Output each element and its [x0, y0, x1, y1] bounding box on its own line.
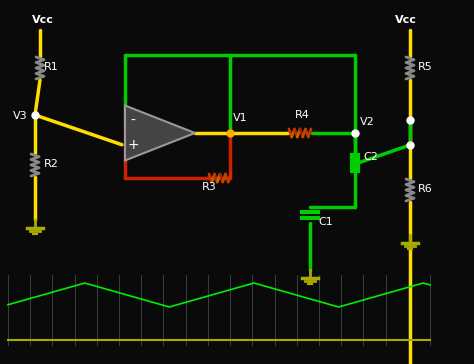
Text: C2: C2: [363, 152, 378, 162]
Polygon shape: [125, 106, 195, 161]
Text: Vcc: Vcc: [32, 15, 54, 25]
Text: -: -: [130, 114, 136, 128]
Text: R3: R3: [202, 182, 217, 192]
Text: C1: C1: [318, 217, 333, 227]
Text: V2: V2: [360, 117, 375, 127]
Text: R5: R5: [418, 62, 433, 72]
Text: R2: R2: [44, 159, 59, 169]
Text: +: +: [127, 138, 139, 152]
Text: V3: V3: [13, 111, 27, 121]
Text: R6: R6: [418, 184, 433, 194]
Text: V1: V1: [233, 113, 247, 123]
Text: R4: R4: [295, 110, 310, 120]
Text: Vcc: Vcc: [395, 15, 417, 25]
Text: R1: R1: [44, 62, 59, 72]
